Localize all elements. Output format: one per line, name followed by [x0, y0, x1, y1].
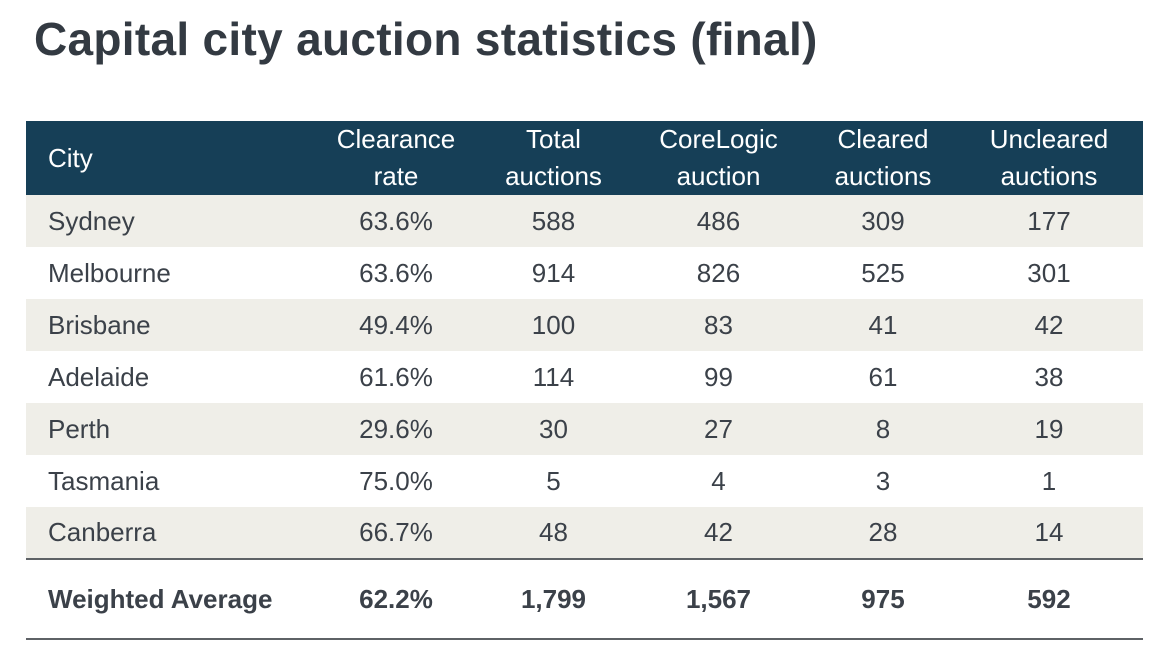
cell-clearance-rate: 61.6%	[359, 361, 433, 392]
cell-clearance-rate: 63.6%	[359, 257, 433, 288]
cell-uncleared-auctions: 14	[1034, 517, 1064, 547]
total-clearance-rate: 62.2%	[359, 583, 433, 614]
cell-clearance-rate: 75.0%	[359, 465, 433, 496]
cell-city: Canberra	[48, 517, 157, 547]
header-clearance-rate: Clearance rate	[311, 121, 481, 195]
cell-corelogic-auction: 826	[696, 257, 741, 288]
table-row: Perth 29.6% 30 27 8 19	[26, 403, 1143, 455]
cell-cleared-auctions: 525	[861, 257, 905, 288]
cell-clearance-rate: 49.4%	[359, 309, 433, 340]
header-total-auctions: Total auctions	[481, 121, 626, 195]
cell-cleared-auctions: 309	[861, 205, 905, 236]
header-total-auctions-line2: auctions	[505, 161, 602, 191]
cell-cleared-auctions: 3	[875, 465, 891, 496]
cell-corelogic-auction: 486	[696, 205, 741, 236]
cell-total-auctions: 588	[531, 205, 576, 236]
cell-city: Melbourne	[48, 257, 171, 288]
cell-clearance-rate: 29.6%	[359, 413, 433, 444]
cell-total-auctions: 48	[539, 517, 568, 547]
cell-uncleared-auctions: 19	[1034, 413, 1064, 444]
header-uncleared-auctions: Uncleared auctions	[955, 121, 1143, 195]
cell-total-auctions: 5	[546, 465, 561, 496]
header-cleared-auctions-line2: auctions	[834, 161, 932, 191]
cell-corelogic-auction: 99	[704, 361, 733, 392]
cell-cleared-auctions: 28	[868, 517, 898, 547]
table-row: Tasmania 75.0% 5 4 3 1	[26, 455, 1143, 507]
header-uncleared-auctions-line2: auctions	[1000, 161, 1098, 191]
header-uncleared-auctions-line1: Uncleared	[989, 124, 1109, 154]
cell-cleared-auctions: 41	[868, 309, 898, 340]
cell-total-auctions: 114	[532, 361, 575, 392]
cell-uncleared-auctions: 38	[1034, 361, 1064, 392]
header-cleared-auctions-line1: Cleared	[837, 124, 929, 154]
cell-uncleared-auctions: 1	[1041, 465, 1057, 496]
cell-uncleared-auctions: 301	[1027, 257, 1071, 288]
cell-city: Perth	[48, 413, 111, 444]
table-row: Adelaide 61.6% 114 99 61 38	[26, 351, 1143, 403]
cell-corelogic-auction: 42	[704, 517, 733, 547]
header-corelogic-auction: CoreLogic auction	[626, 121, 811, 195]
cell-corelogic-auction: 27	[704, 413, 733, 444]
table-row: Melbourne 63.6% 914 826 525 301	[26, 247, 1143, 299]
table-row: Sydney 63.6% 588 486 309 177	[26, 195, 1143, 247]
table-row: Brisbane 49.4% 100 83 41 42	[26, 299, 1143, 351]
header-city: City	[48, 142, 93, 173]
cell-cleared-auctions: 8	[875, 413, 891, 444]
total-label: Weighted Average	[48, 583, 273, 614]
header-clearance-rate-line2: rate	[373, 161, 419, 191]
cell-city: Adelaide	[48, 361, 150, 392]
cell-total-auctions: 100	[531, 309, 576, 340]
cell-city: Sydney	[48, 205, 135, 236]
cell-cleared-auctions: 61	[868, 361, 898, 392]
total-cleared-auctions: 975	[861, 583, 905, 614]
total-corelogic-auction: 1,567	[685, 583, 752, 614]
header-corelogic-auction-line2: auction	[676, 161, 761, 191]
cell-corelogic-auction: 4	[711, 465, 726, 496]
auction-statistics-table: City Clearance rate Total auctions CoreLog…	[26, 121, 1143, 640]
header-total-auctions-line1: Total	[526, 124, 581, 154]
cell-total-auctions: 914	[531, 257, 576, 288]
total-total-auctions: 1,799	[520, 583, 587, 614]
cell-uncleared-auctions: 42	[1034, 309, 1064, 340]
table-header-row: City Clearance rate Total auctions CoreLog…	[26, 121, 1143, 195]
header-clearance-rate-line1: Clearance	[336, 124, 456, 154]
total-uncleared-auctions: 592	[1027, 583, 1071, 614]
cell-city: Brisbane	[48, 309, 151, 340]
cell-clearance-rate: 63.6%	[359, 205, 433, 236]
cell-city: Tasmania	[48, 465, 160, 496]
header-corelogic-auction-line1: CoreLogic	[659, 124, 778, 154]
page-title: Capital city auction statistics (final)	[34, 13, 818, 65]
cell-uncleared-auctions: 177	[1027, 205, 1071, 236]
header-cleared-auctions: Cleared auctions	[811, 121, 955, 195]
cell-total-auctions: 30	[539, 413, 568, 444]
cell-corelogic-auction: 83	[704, 309, 733, 340]
cell-clearance-rate: 66.7%	[359, 517, 433, 547]
table-row: Canberra 66.7% 48 42 28 14	[26, 507, 1143, 559]
weighted-average-row: Weighted Average 62.2% 1,799 1,567 975 5…	[26, 559, 1143, 639]
